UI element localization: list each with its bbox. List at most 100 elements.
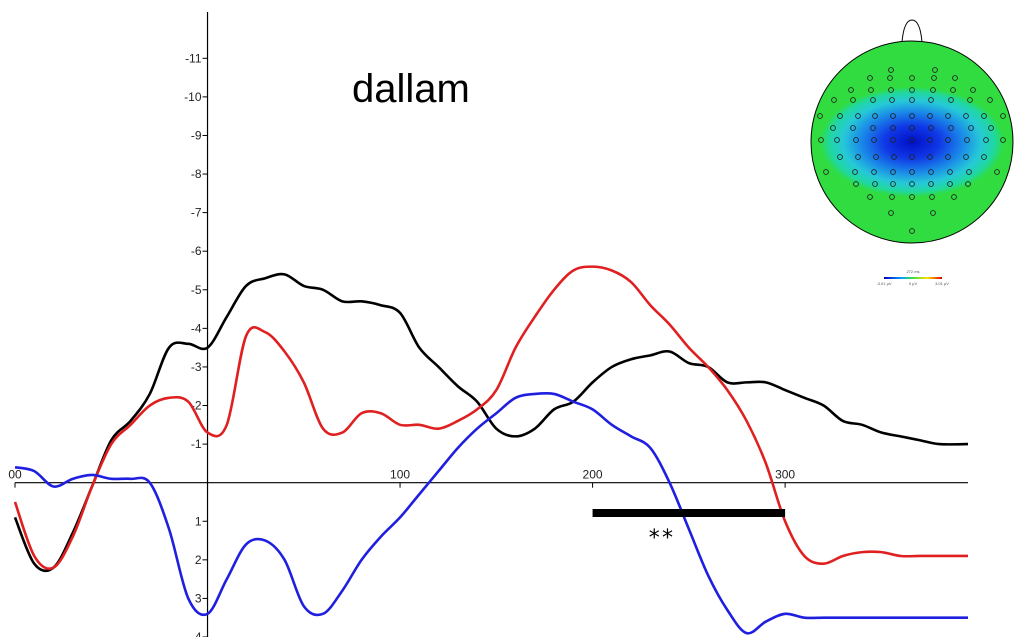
electrode [988,125,994,131]
series-line-2 [13,265,968,570]
y-tick-label: -1 [191,437,202,451]
electrode [966,169,972,175]
series-lines [13,265,969,635]
electrode [909,97,915,103]
y-tick-label: 3 [195,591,202,605]
nose-icon [901,19,923,43]
y-tick-label: 4 [195,630,202,637]
electrode [855,154,861,160]
electrode [981,113,987,119]
x-ticks: 00 100 200 300 [8,468,795,488]
electrode [850,97,856,103]
electrode [965,181,971,187]
significance-bar [592,509,786,517]
y-tick-label: -8 [191,167,202,181]
chart-title: dallam [352,67,470,111]
electrode-sites [817,67,1006,234]
series-line-3 [14,391,968,635]
y-tick-label: -10 [184,90,202,104]
electrode [963,154,969,160]
electrode [872,113,878,119]
electrode [867,75,873,81]
colorbar-min-label: -3.01 µV [876,281,892,286]
electrode [873,154,879,160]
electrode [909,87,915,93]
x-tick-label: 300 [775,468,795,482]
electrode [930,87,936,93]
electrode [890,125,896,131]
electrode [927,113,933,119]
y-tick-label: -5 [191,283,202,297]
electrode [945,113,951,119]
electrode [853,181,859,187]
electrode [983,137,989,143]
electrode [890,113,896,119]
x-tick-label: 100 [390,468,410,482]
y-tick-label: -7 [191,206,202,220]
y-tick-label: -3 [191,360,202,374]
electrode [853,137,859,143]
electrode [867,194,873,200]
significance-marker: ** [592,509,786,551]
y-tick-label: 1 [195,514,202,528]
head-outline [810,40,1014,244]
electrode [870,97,876,103]
electrode [855,113,861,119]
electrode [888,87,894,93]
electrode [817,113,823,119]
electrode [887,75,893,81]
electrode [909,169,915,175]
y-tick-label: -6 [191,244,202,258]
topographic-map: 272 ms -3.01 µV 0 µV 3.01 µV [810,19,1014,286]
electrode [970,87,976,93]
series-line-1 [13,272,969,573]
electrode [852,169,858,175]
electrode [909,228,915,234]
electrode [890,181,896,187]
electrode [872,181,878,187]
electrode [909,194,915,200]
electrode [890,137,896,143]
electrode [871,137,877,143]
electrode [837,113,843,119]
electrode [830,125,836,131]
electrode [927,137,933,143]
electrode [994,169,1000,175]
electrode [928,181,934,187]
electrode [968,125,974,131]
x-tick-label: 00 [8,468,22,482]
electrode [818,137,824,143]
y-tick-label: 2 [195,553,202,567]
electrode [871,169,877,175]
electrode [987,97,993,103]
electrode [952,75,958,81]
electrode [909,154,915,160]
electrode [950,87,956,93]
electrode [931,75,937,81]
y-tick-label: -4 [191,321,202,335]
electrode [948,97,954,103]
electrode [888,210,894,216]
colorbar-mid-label: 0 µV [909,281,918,286]
electrode [848,87,854,93]
electrode [1000,113,1006,119]
electrode [947,169,953,175]
electrode [964,137,970,143]
electrode [945,137,951,143]
electrode [889,97,895,103]
colorbar-max-label: 3.01 µV [935,281,949,286]
y-tick-label: -9 [191,128,202,142]
y-tick-label: -11 [185,51,202,65]
x-tick-label: 200 [583,468,603,482]
electrode [963,113,969,119]
electrode [930,210,936,216]
electrode [948,125,954,131]
electrode [928,125,934,131]
electrode [870,125,876,131]
electrode [932,67,938,73]
electrode [1000,137,1006,143]
electrode [909,181,915,187]
